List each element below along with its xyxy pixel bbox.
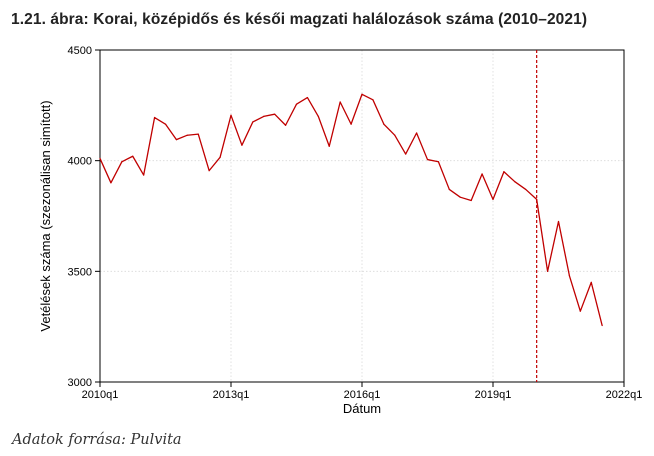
line-chart: 3000 3500 4000 4500 2010q1 2013q1 2016q1 2019q…	[10, 42, 644, 422]
data-point	[186, 134, 188, 136]
x-tick-label: 2019q1	[475, 389, 512, 401]
x-axis: 2010q1 2013q1 2016q1 2019q1 2022q1	[82, 382, 643, 401]
data-point	[328, 145, 330, 147]
data-point	[536, 198, 538, 200]
y-tick-label: 4000	[68, 156, 92, 168]
data-point	[175, 139, 178, 141]
data-point	[219, 156, 221, 158]
data-point	[284, 124, 287, 126]
data-point	[350, 123, 352, 125]
data-point	[481, 173, 483, 175]
data-point	[132, 155, 134, 157]
data-point	[197, 133, 199, 135]
data-point	[121, 161, 123, 163]
data-point	[557, 220, 560, 223]
chart-title: 1.21. ábra: Korai, középidős és késői ma…	[11, 11, 588, 28]
data-point	[372, 99, 374, 101]
data-point	[143, 174, 145, 176]
chart-area: 3000 3500 4000 4500 2010q1 2013q1 2016q1 2019q…	[10, 42, 644, 422]
data-point	[426, 158, 429, 161]
y-tick-label: 3500	[68, 266, 92, 278]
x-tick-label: 2010q1	[82, 389, 119, 401]
x-tick-label: 2013q1	[213, 389, 250, 401]
data-point	[448, 188, 450, 191]
y-tick-label: 4500	[68, 45, 92, 57]
data-point	[503, 171, 505, 173]
y-axis-label: Vetélések száma (szezonálisan simított)	[38, 100, 53, 331]
data-point	[459, 196, 461, 198]
data-point	[306, 96, 309, 99]
data-point	[295, 103, 298, 105]
data-point	[415, 132, 418, 134]
data-point	[568, 275, 571, 277]
x-axis-label: Dátum	[343, 401, 381, 416]
data-point	[525, 188, 527, 191]
data-point	[383, 123, 385, 125]
y-tick-label: 3000	[68, 377, 92, 389]
data-point	[361, 93, 363, 95]
data-point	[110, 182, 112, 184]
data-point	[263, 115, 265, 117]
data-point	[99, 157, 101, 160]
data-point	[317, 115, 319, 117]
data-point	[252, 121, 254, 123]
data-point	[514, 181, 516, 183]
data-point	[492, 198, 494, 200]
data-point	[274, 113, 276, 115]
plot-background	[10, 42, 644, 422]
series-layer	[99, 50, 603, 382]
data-point	[590, 281, 592, 283]
data-point	[601, 324, 603, 327]
source-note: Adatok forrása: Pulvita	[12, 432, 182, 448]
data-point	[208, 170, 210, 172]
data-point	[405, 153, 407, 155]
data-point	[470, 199, 472, 202]
y-axis: 3000 3500 4000 4500	[68, 45, 100, 389]
data-point	[546, 270, 549, 272]
data-point	[164, 123, 167, 125]
data-point	[241, 144, 243, 146]
data-point	[394, 134, 396, 136]
x-tick-label: 2022q1	[606, 389, 643, 401]
data-point	[579, 310, 581, 312]
x-tick-label: 2016q1	[344, 389, 381, 401]
data-point	[153, 116, 156, 119]
data-point	[339, 101, 341, 103]
data-point	[437, 161, 440, 163]
data-point	[230, 114, 232, 116]
